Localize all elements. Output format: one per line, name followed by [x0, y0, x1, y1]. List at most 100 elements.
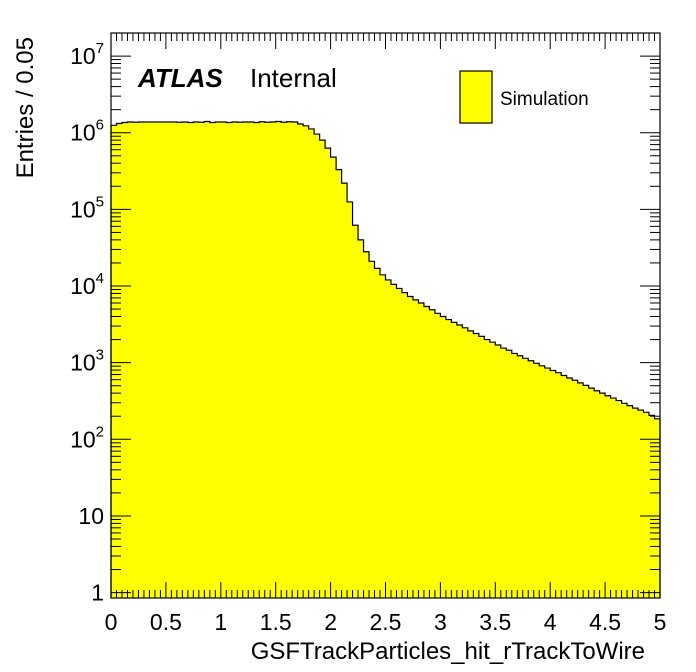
histogram-bar [621, 403, 628, 598]
histogram-bar [138, 121, 145, 599]
histogram-bar [259, 121, 266, 598]
histogram-bar [341, 183, 348, 598]
histogram-bar [220, 121, 227, 599]
histogram-bar [429, 309, 436, 598]
histogram-bar [292, 121, 299, 599]
histogram-bar [440, 316, 447, 598]
histogram-bar [308, 128, 315, 598]
y-tick-label: 103 [70, 347, 104, 376]
y-tick-label: 10 [78, 503, 104, 529]
y-tick-label: 106 [70, 117, 104, 146]
y-tick-label: 105 [70, 193, 104, 222]
histogram-bar [325, 148, 331, 598]
histogram-bar [347, 201, 353, 598]
histogram-bar [638, 410, 644, 598]
histogram-bar [528, 360, 535, 598]
histogram-bar [369, 261, 375, 598]
histogram-bar [456, 324, 463, 598]
histogram-bar [583, 385, 590, 598]
histogram-bar [654, 418, 661, 598]
histogram-bar [577, 382, 584, 598]
histogram-bar [319, 140, 326, 598]
y-tick-label: 104 [70, 270, 104, 299]
histogram-bar [275, 121, 282, 598]
histogram-bar [423, 306, 430, 598]
histogram-bar [462, 327, 469, 598]
histogram-bar [111, 125, 117, 598]
histogram-bar [418, 303, 425, 598]
histogram-bar [489, 342, 496, 598]
histogram-bar [127, 121, 134, 599]
histogram-bar [176, 122, 183, 598]
histogram-bar [385, 279, 392, 598]
atlas-label: ATLAS [137, 63, 223, 93]
histogram-bar [445, 319, 452, 598]
histogram-bar [533, 363, 540, 598]
y-axis-title: Entries / 0.05 [12, 37, 39, 178]
histogram-bar [231, 121, 238, 599]
histogram-bar [121, 122, 128, 598]
histogram-bar [539, 365, 546, 598]
histogram-bar [632, 408, 639, 598]
histogram-bar [380, 274, 386, 598]
histogram-bar [297, 123, 304, 599]
x-tick-label: 1 [214, 609, 227, 635]
histogram-bar [478, 336, 485, 598]
histogram-bar [643, 412, 650, 598]
histogram-bar [495, 344, 502, 598]
histogram-bar [434, 313, 441, 598]
histogram-bar [352, 225, 359, 598]
x-axis-tick-labels: 0 0.5 1 1.5 2 2.5 3 3.5 4 4.5 5 [105, 609, 667, 635]
histogram-bar [407, 296, 414, 598]
histogram-bar [270, 121, 277, 599]
histogram-bar [215, 121, 222, 599]
histogram-bar [160, 121, 167, 599]
y-tick-label: 102 [70, 423, 104, 452]
histogram-bar [522, 358, 529, 598]
histogram-bar [500, 348, 507, 598]
histogram-bar [588, 388, 595, 598]
histogram-bar [599, 393, 606, 598]
histogram-bar [143, 121, 150, 599]
histogram-bar [616, 400, 622, 598]
histogram-bar [374, 268, 381, 598]
histogram-bar [165, 121, 172, 599]
x-tick-label: 3 [434, 609, 447, 635]
histogram-bar [281, 122, 288, 598]
histogram-bar [511, 353, 518, 598]
x-tick-label: 4 [544, 609, 557, 635]
x-tick-label: 2 [324, 609, 337, 635]
histogram-bar [248, 121, 255, 599]
x-tick-label: 0 [105, 609, 118, 635]
y-tick-label: 1 [91, 580, 104, 606]
histogram-bar [264, 122, 271, 598]
histogram-bar [484, 339, 491, 598]
legend-swatch [459, 70, 493, 124]
y-tick-label: 107 [70, 40, 104, 69]
histogram-bar [187, 122, 194, 598]
histogram-bar [116, 123, 123, 599]
histogram-bar [314, 134, 321, 598]
histogram-bar [182, 121, 189, 599]
histogram-bar [358, 239, 364, 599]
histogram-bar [209, 122, 216, 598]
histogram-bar [242, 121, 249, 599]
histogram-bar [154, 121, 161, 599]
histogram-bar [253, 122, 260, 598]
histogram-bar [226, 122, 233, 598]
histogram-bar [401, 292, 408, 598]
histogram-bar [390, 284, 397, 598]
x-tick-label: 5 [654, 609, 667, 635]
histogram-bar [363, 251, 370, 598]
histogram-bar [627, 405, 633, 598]
histogram-bar [544, 368, 551, 598]
x-tick-label: 1.5 [260, 609, 292, 635]
histogram-bar [412, 299, 419, 598]
x-tick-label: 2.5 [370, 609, 402, 635]
histogram-outline [110, 120, 661, 598]
histogram-bar [649, 415, 655, 598]
histogram-bar [467, 330, 474, 598]
histogram-bar [561, 375, 568, 598]
x-tick-label: 4.5 [589, 609, 621, 635]
